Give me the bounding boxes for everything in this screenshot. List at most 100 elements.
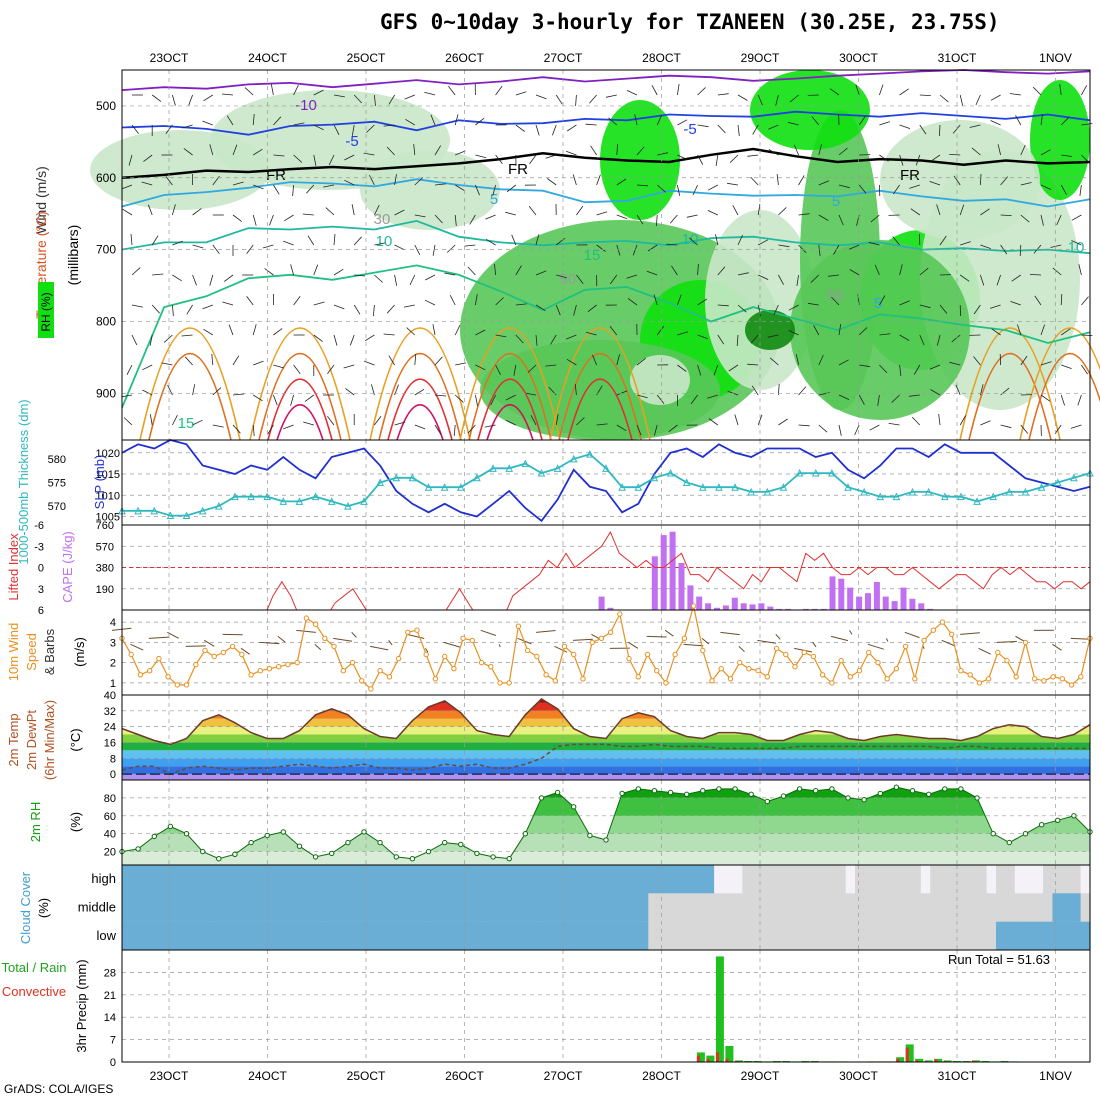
cloud-cell (808, 893, 819, 922)
cloud-cell (817, 921, 828, 951)
upper-wind-barb (798, 424, 810, 427)
upper-wind-barb (403, 304, 415, 308)
upper-wind-barb (656, 114, 663, 126)
upper-wind-barb (818, 354, 824, 366)
upper-wind-barb (122, 208, 133, 216)
cloud-cell (911, 893, 922, 922)
contour-label: FR (900, 167, 920, 184)
cloud-cell (310, 893, 320, 922)
upper-wind-barb (1040, 149, 1051, 156)
top-date-tick: 25OCT (347, 51, 386, 65)
cloud-cell (253, 865, 264, 894)
upper-wind-barb (374, 415, 382, 426)
wind-speed-marker (349, 659, 356, 666)
cloud-cell (347, 865, 358, 894)
upper-wind-barb (990, 120, 1001, 126)
upper-wind-barb (475, 394, 478, 406)
rh-ylabel: 2m RH (28, 802, 43, 842)
cloud-cell (1061, 921, 1072, 951)
thickness-marker (166, 511, 175, 520)
upper-wind-barb (149, 334, 153, 346)
thickness-marker (424, 483, 433, 491)
cloud-cell (432, 893, 443, 922)
upper-wind-barb (552, 124, 557, 136)
upper-wind-barb (383, 124, 395, 127)
upper-wind-barb (576, 274, 584, 284)
cloud-level-label: low (96, 928, 116, 943)
upper-wind-barb (333, 268, 344, 276)
rh-marker (990, 831, 996, 837)
rh-marker (861, 797, 867, 803)
upper-wind-barb (936, 204, 941, 216)
upper-wind-barb (899, 264, 903, 276)
thickness-marker (666, 468, 675, 477)
wind-speed-marker (764, 674, 770, 680)
upper-wind-barb (333, 334, 338, 346)
cloud-cell (187, 921, 198, 951)
upper-wind-barb (768, 149, 779, 156)
upper-wind-barb (141, 181, 153, 186)
cloud-cell (460, 921, 471, 951)
cloud-cell (140, 921, 151, 951)
upper-wind-barb (535, 334, 538, 346)
cloud-cell (695, 865, 706, 894)
rh-marker (361, 829, 367, 835)
cloud-cell (958, 893, 969, 922)
upper-wind-barb (717, 334, 725, 345)
rh-marker (700, 788, 706, 794)
upper-wind-barb (414, 177, 424, 186)
thickness-marker (537, 468, 546, 477)
upper-wind-barb (293, 122, 305, 126)
upper-wind-barb (959, 94, 964, 106)
upper-wind-barb (283, 240, 294, 246)
upper-wind-barb (455, 150, 466, 156)
upper-wind-barb (556, 274, 567, 279)
cape-bar (687, 585, 694, 610)
wind-speed-marker (497, 680, 503, 686)
upper-wind-barb (789, 94, 799, 103)
upper-wind-barb (899, 364, 902, 376)
cape-bar (785, 608, 792, 610)
upper-wind-barb (434, 394, 447, 397)
cloud-cell (779, 865, 790, 894)
upper-wind-barb (909, 184, 920, 189)
upper-wind-barb (386, 304, 395, 314)
upper-wind-barb (304, 394, 315, 402)
upper-wind-barb (899, 154, 904, 166)
temp-ylabel-2: 2m DewPt (24, 710, 39, 770)
rh-marker (796, 786, 803, 792)
upper-wind-barb (1000, 176, 1009, 186)
cloud-cell (272, 865, 283, 894)
cloud-cell (554, 921, 565, 951)
upper-wind-barb (555, 414, 559, 426)
upper-wind-barb (184, 356, 193, 366)
upper-wind-barb (252, 394, 263, 402)
upper-wind-barb (796, 274, 799, 286)
top-date-tick: 23OCT (150, 51, 189, 65)
cloud-cell (1061, 865, 1072, 894)
cloud-cell (310, 865, 320, 894)
upper-wind-barb (515, 334, 524, 344)
cloud-cell (958, 865, 969, 894)
cloud-cell (826, 921, 837, 951)
cape-bar (696, 596, 703, 610)
cloud-cell (375, 921, 386, 951)
wind-speed-marker (681, 635, 688, 641)
rh-shading (1030, 80, 1090, 200)
upper-wind-barb (757, 94, 763, 106)
upper-wind-barb (323, 184, 335, 188)
cloud-cell (1061, 893, 1072, 922)
upper-wind-barb (1081, 296, 1089, 306)
thickness-marker (586, 450, 594, 458)
upper-wind-barb (626, 274, 638, 279)
wind-speed-marker (607, 629, 614, 635)
wind-speed-line (121, 605, 1091, 690)
cloud-cell (394, 921, 405, 951)
cloud-cell (864, 921, 875, 951)
wind-tick-label: 4 (110, 617, 116, 629)
upper-wind-barb (434, 214, 443, 224)
upper-wind-barb (616, 424, 627, 432)
cloud-cell (601, 921, 612, 951)
thickness-marker (602, 464, 610, 472)
cloud-cell (704, 921, 715, 951)
